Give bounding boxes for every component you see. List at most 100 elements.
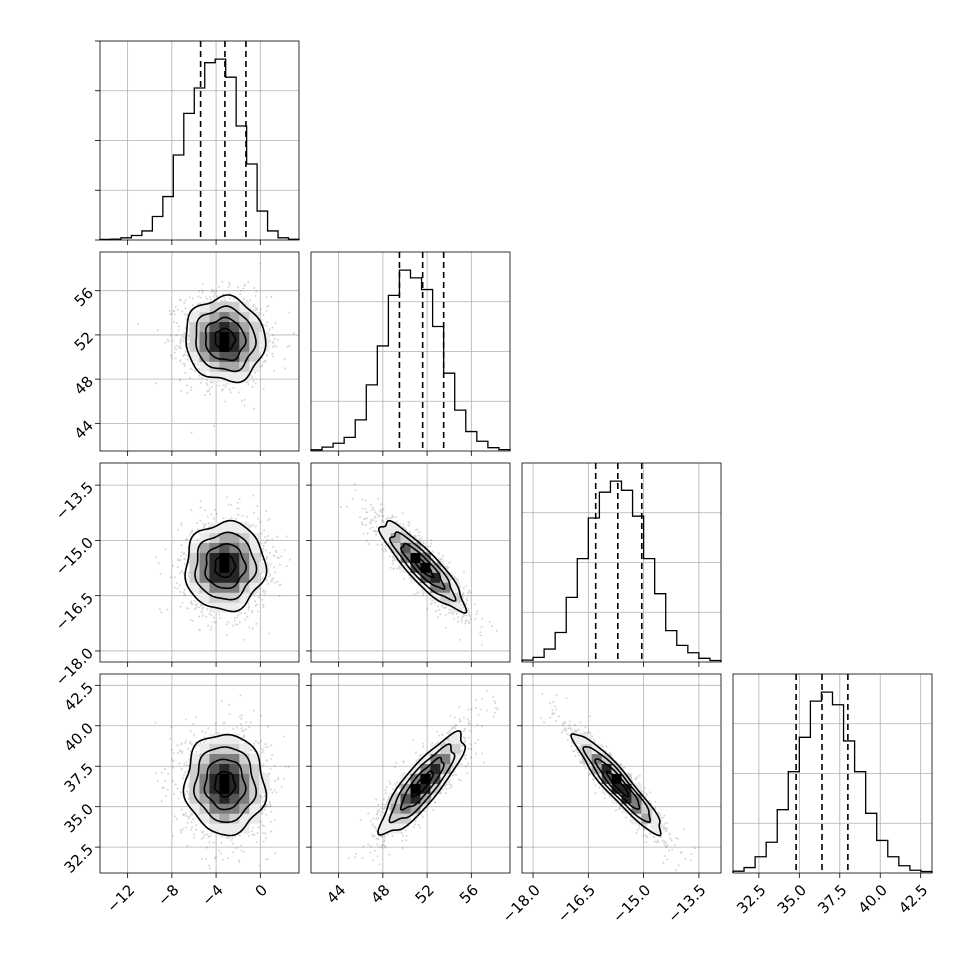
density-block [209,522,220,534]
sample-point [275,551,278,554]
sample-point [206,390,209,393]
density-block [390,532,401,543]
sample-point [227,621,230,623]
sample-point [200,381,202,384]
sample-point [444,626,447,629]
sample-point [237,614,240,616]
density-block [219,361,230,372]
sample-point [396,555,399,558]
sample-point [184,350,187,353]
sample-point [261,598,264,601]
sample-point [262,388,265,390]
sample-point [205,857,208,860]
sample-point [248,605,251,608]
sample-point [180,743,183,746]
sample-point [203,736,206,739]
sample-point [179,571,182,574]
sample-point [401,512,404,515]
sample-point [201,611,203,614]
sample-point [171,357,174,360]
histogram-step-line [99,58,300,241]
sample-point [206,379,209,381]
sample-point [369,521,372,524]
sample-point [371,506,374,509]
density-block [239,572,250,583]
sample-point [273,337,276,340]
density-block [380,522,391,534]
sample-point [254,294,257,297]
sample-point [164,341,167,344]
sample-point [203,372,206,375]
sample-point [237,859,240,862]
sample-point [266,858,269,861]
sample-point [236,616,239,619]
sample-point [276,535,279,538]
sample-point [166,608,169,611]
density-block [229,542,240,553]
sample-point [278,595,281,597]
sample-point [195,606,198,609]
x-tick-label: 35.0 [774,881,810,917]
sample-point [361,523,364,526]
sample-point [271,352,274,355]
sample-point [191,813,194,816]
sample-point [407,520,410,523]
sample-point [191,529,194,532]
sample-point [247,608,250,611]
density-block [259,562,270,573]
sample-point [224,385,227,388]
density-block [229,602,240,613]
sample-point [228,836,231,839]
sample-point [229,391,232,394]
sample-point [255,309,258,312]
sample-point [175,818,178,821]
sample-point [191,619,194,622]
sample-point [202,527,205,530]
density-block [189,331,200,342]
sample-point [186,384,188,387]
sample-point [199,506,202,509]
sample-point [206,384,209,387]
sample-point [185,554,188,557]
sample-point [251,524,254,527]
sample-point [272,355,275,358]
density-block [189,542,200,553]
sample-point [268,517,271,520]
sample-point [201,607,204,610]
sample-point [182,552,185,555]
sample-point [365,539,368,542]
histogram-step-line [732,691,933,873]
sample-point [276,556,279,559]
density-block [259,341,270,352]
density-block [199,582,210,593]
sample-point [177,558,180,561]
sample-point [181,750,184,753]
sample-point [384,548,386,550]
sample-point [262,840,265,843]
sample-point [413,534,416,537]
density-block [229,562,240,573]
sample-point [250,374,253,377]
sample-point [461,593,464,596]
hist-panel-2 [521,462,722,667]
sample-point [210,614,213,617]
density-block [189,311,200,323]
sample-point [288,344,291,347]
sample-point [302,511,304,513]
sample-point [180,338,183,340]
density-block [209,361,220,372]
sample-point [268,328,271,331]
sample-point [440,604,443,607]
sample-point [266,519,269,522]
sample-point [444,606,447,609]
sample-point [206,390,209,393]
sample-point [249,525,252,527]
sample-point [262,313,265,316]
sample-point [468,611,471,614]
sample-point [460,620,463,623]
sample-point [276,580,279,583]
sample-point [261,577,264,580]
sample-point [398,567,401,570]
sample-point [462,606,465,609]
sample-point [156,329,159,332]
